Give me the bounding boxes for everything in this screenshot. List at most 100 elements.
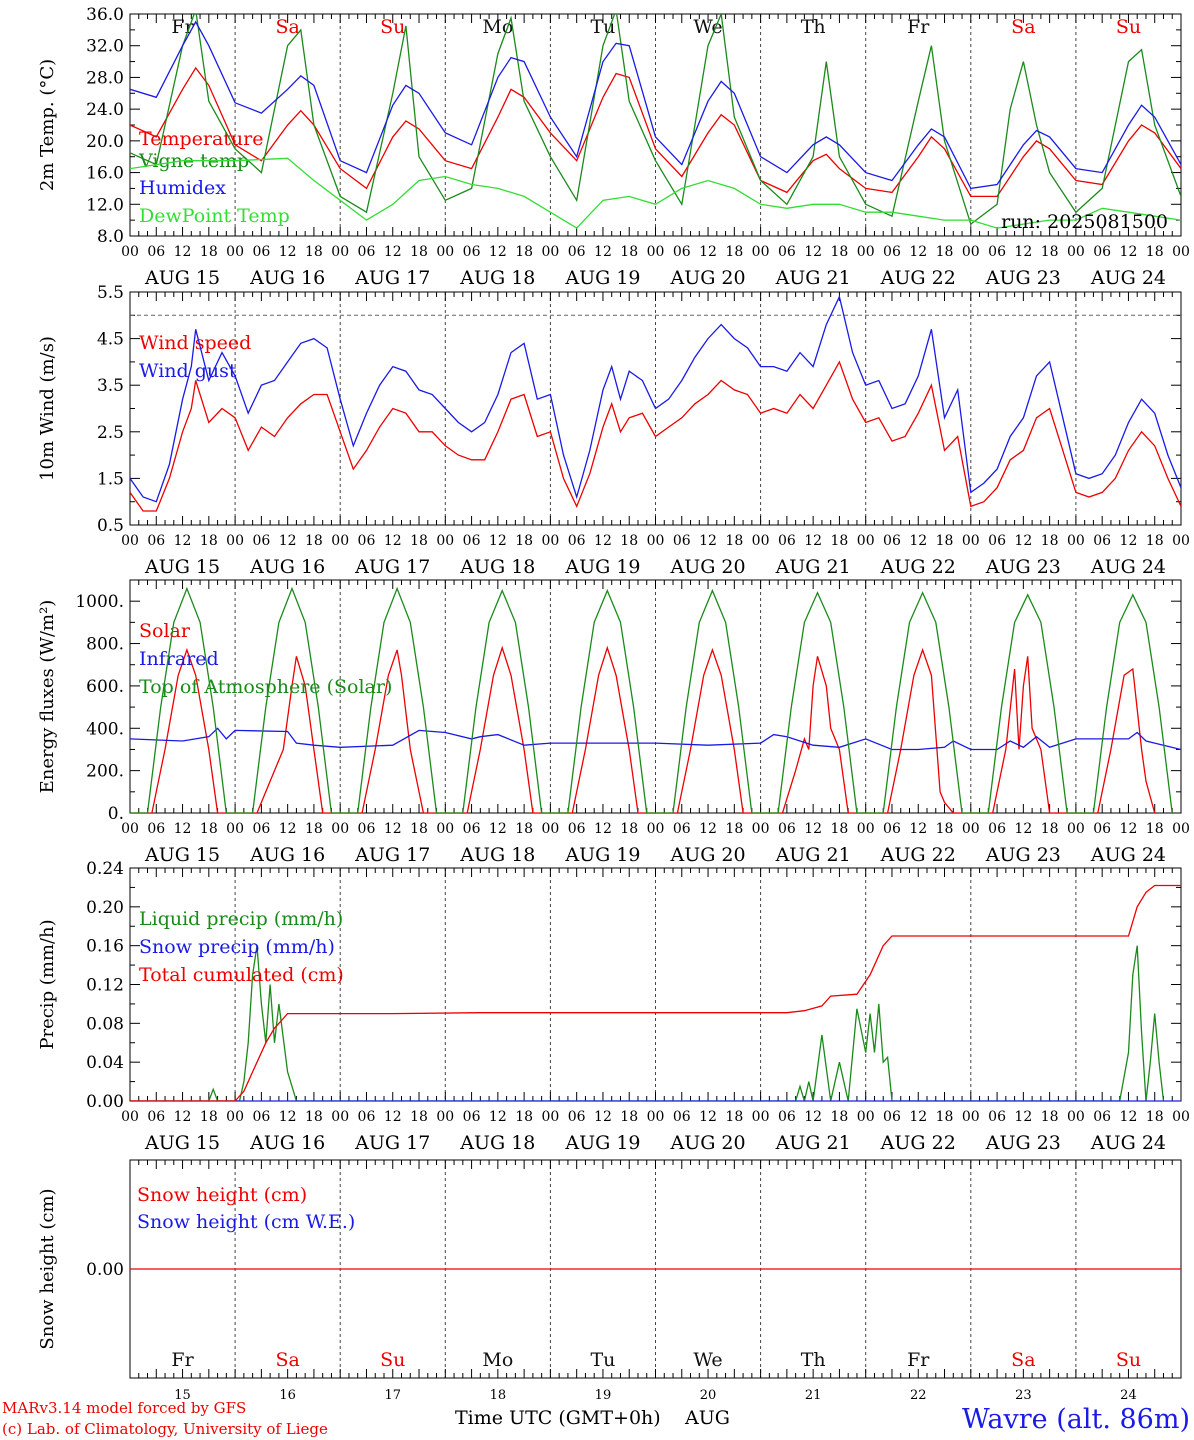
energy-series-solar [130,645,1156,813]
hour-tick-label: 18 [410,821,428,837]
hour-tick-label: 06 [988,244,1006,260]
y-tick-label: 400. [86,719,124,739]
temp-ylabel: 2m Temp. (°C) [37,59,58,191]
hour-tick-label: 12 [699,244,717,260]
hour-tick-label: 18 [1041,1109,1059,1125]
hour-tick-label: 06 [147,244,165,260]
bottom-weekday-label: Th [801,1349,826,1371]
temp-series-vigne-temp [130,14,1181,226]
hour-tick-label: 00 [1172,821,1190,837]
y-tick-label: 0.16 [86,937,124,957]
hour-tick-label: 00 [436,533,454,549]
date-label: AUG 22 [880,1132,956,1154]
hour-tick-label: 06 [252,821,270,837]
energy-panel: 1000. 800. 600. 400. 200. 0. Energy fluxes (W/… [37,579,1190,866]
precip-series-liquid-precip-mm-h- [130,945,1165,1101]
bottom-weekday-label: Sa [275,1349,299,1371]
legend-entry: Total cumulated (cm) [139,964,344,986]
hour-tick-label: 06 [463,244,481,260]
hour-tick-label: 00 [962,1109,980,1125]
hour-tick-label: 12 [489,1109,507,1125]
hour-tick-label: 00 [331,533,349,549]
hour-tick-label: 18 [305,533,323,549]
bottom-day-number: 18 [490,1388,507,1403]
energy-ylabel: Energy fluxes (W/m²) [37,600,58,794]
y-tick-label: 12.0 [86,195,124,215]
hour-tick-label: 12 [174,821,192,837]
station-title: Wavre (alt. 86m) [962,1404,1190,1435]
hour-tick-label: 00 [962,244,980,260]
hour-tick-label: 12 [384,1109,402,1125]
hour-tick-label: 12 [1014,1109,1032,1125]
bottom-day-number: 15 [174,1388,191,1403]
hour-tick-label: 00 [541,1109,559,1125]
hour-tick-label: 18 [1146,533,1164,549]
hour-tick-label: 06 [883,1109,901,1125]
hour-tick-label: 06 [568,244,586,260]
temp-panel: 36.0 32.0 28.0 24.0 20.0 16.0 12.0 8.0 2m Temp. … [37,5,1190,289]
hour-tick-label: 00 [541,533,559,549]
date-label: AUG 17 [354,267,430,289]
y-tick-label: 0.08 [86,1014,124,1034]
hour-tick-label: 18 [620,533,638,549]
hour-tick-label: 00 [647,244,665,260]
hour-tick-label: 12 [279,533,297,549]
bottom-weekday-label: Sa [1011,1349,1035,1371]
hour-tick-label: 12 [1014,533,1032,549]
legend-entry: DewPoint Temp [139,205,290,227]
hour-tick-label: 18 [1041,533,1059,549]
hour-tick-label: 12 [279,244,297,260]
date-label: AUG 21 [775,1132,851,1154]
date-label: AUG 20 [669,556,745,578]
hour-tick-label: 18 [200,533,218,549]
y-tick-label: 20.0 [86,132,124,152]
hour-tick-label: 18 [200,821,218,837]
date-label: AUG 15 [144,844,220,866]
hour-tick-label: 12 [489,821,507,837]
hour-tick-label: 00 [226,1109,244,1125]
hour-tick-label: 18 [1146,1109,1164,1125]
hour-tick-label: 06 [883,244,901,260]
y-tick-label: 0.5 [97,516,124,536]
hour-tick-label: 18 [831,821,849,837]
bottom-day-number: 17 [384,1388,401,1403]
hour-tick-label: 12 [594,821,612,837]
date-label: AUG 18 [459,556,535,578]
legend-entry: Liquid precip (mm/h) [139,908,343,930]
date-label: AUG 21 [775,556,851,578]
hour-tick-label: 18 [515,533,533,549]
hour-tick-label: 00 [226,533,244,549]
hour-tick-label: 06 [358,244,376,260]
hour-tick-label: 12 [909,1109,927,1125]
y-tick-label: 5.5 [97,283,124,303]
hour-tick-label: 00 [962,533,980,549]
hour-tick-label: 18 [725,533,743,549]
hour-tick-label: 18 [410,1109,428,1125]
bottom-weekday-label: Tu [590,1349,615,1371]
footer-xlabel: Time UTC (GMT+0h) [455,1407,661,1429]
hour-tick-label: 06 [358,821,376,837]
hour-tick-label: 12 [279,821,297,837]
date-label: AUG 22 [880,844,956,866]
hour-tick-label: 00 [1067,1109,1085,1125]
date-label: AUG 24 [1090,556,1166,578]
hour-tick-label: 18 [305,1109,323,1125]
hour-tick-label: 06 [673,244,691,260]
hour-tick-label: 12 [1120,244,1138,260]
hour-tick-label: 12 [1014,821,1032,837]
hour-tick-label: 12 [699,1109,717,1125]
hour-tick-label: 12 [174,533,192,549]
y-tick-label: 1.5 [97,469,124,489]
hour-tick-label: 18 [410,244,428,260]
hour-tick-label: 00 [436,244,454,260]
wind-series-wind-gust [130,294,1181,503]
hour-tick-label: 06 [147,1109,165,1125]
hour-tick-label: 18 [936,821,954,837]
y-tick-label: 24.0 [86,100,124,120]
date-label: AUG 21 [775,267,851,289]
hour-tick-label: 12 [384,244,402,260]
date-label: AUG 16 [249,844,325,866]
date-label: AUG 23 [985,267,1061,289]
legend-entry: Snow precip (mm/h) [139,936,335,958]
hour-tick-label: 12 [804,1109,822,1125]
